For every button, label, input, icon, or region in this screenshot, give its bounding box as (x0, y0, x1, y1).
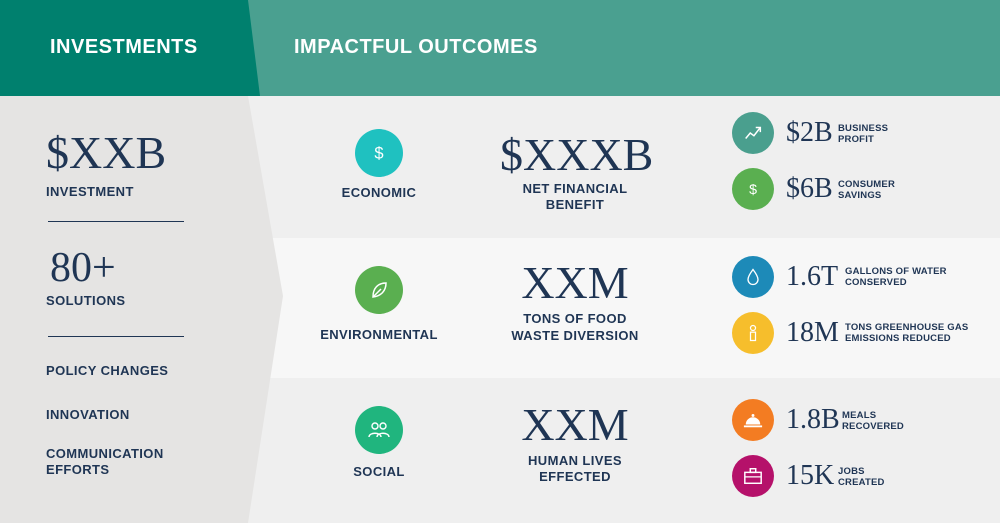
stat-value: 1.6T (786, 261, 839, 292)
people-icon (355, 406, 403, 454)
investment-item-policy: POLICY CHANGES (46, 363, 169, 378)
social-value-label: HUMAN LIVES EFFECTED (528, 453, 622, 484)
stat-label: BUSINESS PROFIT (838, 123, 889, 145)
stat-value: $6B (786, 173, 833, 204)
economic-value: $XXXB (500, 129, 654, 180)
stat-value: 1.8B (786, 404, 840, 435)
stat-value: $2B (786, 117, 833, 148)
divider (48, 221, 184, 222)
stat-value: 18M (786, 317, 839, 348)
social-value: XXM (521, 399, 629, 450)
stat-label: GALLONS OF WATER CONSERVED (845, 266, 947, 288)
category-economic: ECONOMIC (341, 185, 417, 200)
investments-panel (0, 96, 283, 523)
investments-header (0, 0, 260, 96)
stat-value: 15K (786, 460, 835, 491)
outcomes-title: IMPACTFUL OUTCOMES (294, 36, 538, 58)
smokestack-icon (732, 312, 774, 354)
svg-text:$: $ (749, 182, 757, 198)
dollar-icon: $ (355, 129, 403, 177)
investments-title: INVESTMENTS (50, 36, 198, 58)
briefcase-icon (732, 455, 774, 497)
solutions-label: SOLUTIONS (46, 293, 126, 308)
water-drop-icon (732, 256, 774, 298)
category-social: SOCIAL (353, 464, 405, 479)
stat-label: CONSUMER SAVINGS (838, 179, 896, 201)
investment-item-innovation: INNOVATION (46, 407, 130, 422)
divider (48, 336, 184, 337)
economic-value-label: NET FINANCIAL BENEFIT (522, 181, 628, 212)
stat-label: JOBS CREATED (838, 466, 885, 488)
investment-amount: $XXB (46, 127, 167, 178)
investment-label: INVESTMENT (46, 184, 134, 199)
category-environmental: ENVIRONMENTAL (320, 327, 438, 342)
solutions-count: 80+ (50, 245, 116, 291)
outcomes-header (248, 0, 1000, 96)
stat-label: MEALS RECOVERED (842, 410, 904, 432)
dollar-icon: $ (732, 168, 774, 210)
environmental-value: XXM (521, 257, 629, 308)
environmental-value-label: TONS OF FOOD WASTE DIVERSION (511, 311, 639, 343)
leaf-icon (355, 266, 403, 314)
stat-label: TONS GREENHOUSE GAS EMISSIONS REDUCED (845, 322, 969, 344)
food-cloche-icon (732, 399, 774, 441)
trend-up-icon (732, 112, 774, 154)
investment-item-communication: COMMUNICATION EFFORTS (46, 446, 164, 477)
svg-text:$: $ (374, 145, 383, 163)
